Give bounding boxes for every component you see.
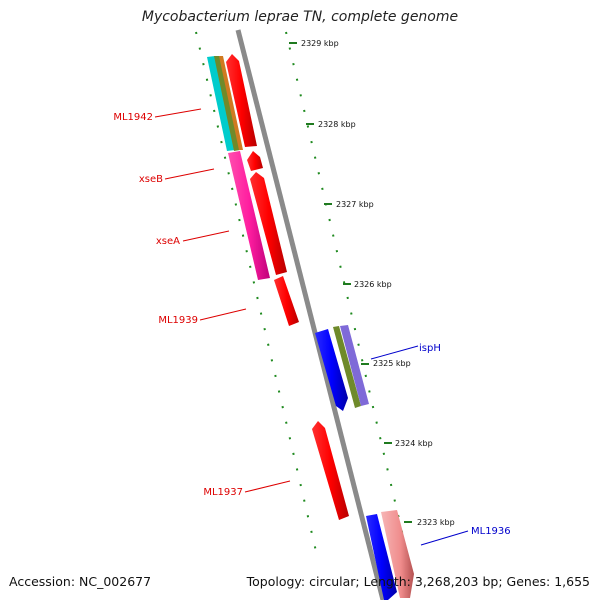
map-title: Mycobacterium leprae TN, complete genome xyxy=(141,9,459,25)
tick-label-2327: 2327 kbp xyxy=(336,200,374,209)
gene-ml1936-salmon-arrow[interactable] xyxy=(381,510,414,598)
gene-ml1937-arrow[interactable] xyxy=(312,421,349,520)
gene-label-isph[interactable]: ispH xyxy=(419,343,441,354)
tick-label-2329: 2329 kbp xyxy=(301,39,339,48)
gene-isph-purple-bar[interactable] xyxy=(340,325,369,406)
tick-label-2325: 2325 kbp xyxy=(373,359,411,368)
gene-label-ml1942[interactable]: ML1942 xyxy=(113,112,153,123)
scale-ticks xyxy=(289,42,412,523)
gene-ml1942-orange-bar[interactable] xyxy=(219,56,243,150)
genome-summary-text: Topology: circular; Length: 3,268,203 bp… xyxy=(246,574,590,589)
gene-xsea-pink-bar[interactable] xyxy=(228,151,270,280)
gene-label-ml1937[interactable]: ML1937 xyxy=(203,487,243,498)
tick-label-2326: 2326 kbp xyxy=(354,280,392,289)
gene-label-ml1939[interactable]: ML1939 xyxy=(158,315,198,326)
gene-ml1939-arrow[interactable] xyxy=(274,276,299,326)
gene-isph-blue-arrow[interactable] xyxy=(315,329,348,411)
gene-label-xsea[interactable]: xseA xyxy=(156,236,180,247)
gene-xseb-arrow[interactable] xyxy=(247,151,263,171)
gene-ml1942-cyan-bar[interactable] xyxy=(207,56,235,151)
tick-label-2328: 2328 kbp xyxy=(318,120,356,129)
label-leaders xyxy=(154,108,469,546)
gene-label-ml1936[interactable]: ML1936 xyxy=(471,526,511,537)
gene-xsea-arrow[interactable] xyxy=(250,172,287,275)
gene-ml1936-blue-arrow[interactable] xyxy=(366,514,397,600)
gene-label-xseb[interactable]: xseB xyxy=(139,174,163,185)
right-track-dots xyxy=(285,31,413,576)
gene-ml1942-olive-bar[interactable] xyxy=(214,56,240,151)
genome-backbone xyxy=(235,29,386,600)
tick-label-2323: 2323 kbp xyxy=(417,518,455,527)
tick-label-2324: 2324 kbp xyxy=(395,439,433,448)
accession-text: Accession: NC_002677 xyxy=(9,574,152,589)
gene-ml1942-arrow[interactable] xyxy=(226,54,257,147)
gene-isph-olive-bar[interactable] xyxy=(333,326,361,408)
